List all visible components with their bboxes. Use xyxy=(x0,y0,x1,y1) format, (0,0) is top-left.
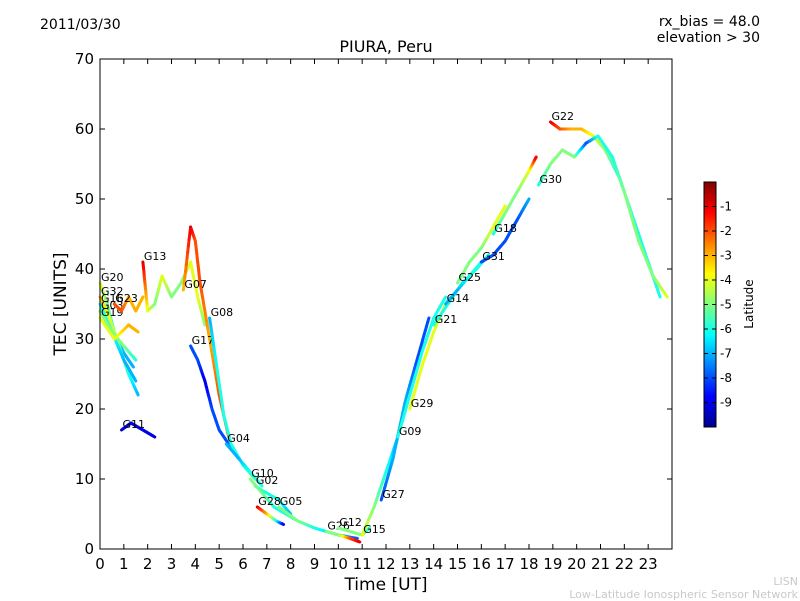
satellite-label: G12 xyxy=(339,516,362,529)
x-tick-label: 4 xyxy=(191,555,201,573)
x-tick-label: 21 xyxy=(591,555,610,573)
satellite-label: G15 xyxy=(363,523,386,536)
series-g30: G30 xyxy=(539,136,668,297)
x-tick-label: 7 xyxy=(262,555,272,573)
colorbar-tick-label: -8 xyxy=(720,371,732,385)
series-segment xyxy=(135,359,136,360)
x-tick-label: 19 xyxy=(543,555,562,573)
series-segment xyxy=(142,297,143,298)
x-tick-label: 15 xyxy=(448,555,467,573)
satellite-label: G18 xyxy=(494,222,517,235)
y-tick-label: 30 xyxy=(75,330,94,348)
satellite-label: G21 xyxy=(435,313,458,326)
series-segment xyxy=(135,379,136,381)
series-segment xyxy=(154,436,155,437)
x-axis-label: Time [UT] xyxy=(343,575,427,595)
series-segment xyxy=(137,331,138,332)
x-tick-label: 8 xyxy=(286,555,296,573)
colorbar-tick-label: -5 xyxy=(720,298,732,312)
satellite-label: G05 xyxy=(280,495,303,508)
colorbar-tick-label: -3 xyxy=(720,249,732,263)
x-tick-label: 12 xyxy=(376,555,395,573)
satellite-label: G08 xyxy=(211,306,234,319)
x-tick-label: 13 xyxy=(400,555,419,573)
series-segment xyxy=(444,297,445,299)
x-tick-label: 10 xyxy=(329,555,348,573)
series-segment xyxy=(528,199,529,201)
series-segment xyxy=(204,322,205,325)
series-g22: G22 xyxy=(551,110,661,297)
x-tick-label: 18 xyxy=(519,555,538,573)
satellite-label: G22 xyxy=(552,110,575,123)
y-tick-label: 60 xyxy=(75,120,94,138)
series-segment xyxy=(535,157,536,158)
watermark-line2: Low-Latitude Ionospheric Sensor Network xyxy=(569,588,798,601)
x-tick-label: 5 xyxy=(214,555,224,573)
satellite-label: G25 xyxy=(459,271,482,284)
series-segment xyxy=(137,393,138,395)
satellite-label: G09 xyxy=(399,425,422,438)
colorbar-tick-label: -9 xyxy=(720,396,732,410)
satellite-label: G14 xyxy=(447,292,470,305)
colorbar-tick-label: -7 xyxy=(720,347,732,361)
satellite-label: G23 xyxy=(115,292,138,305)
satellite-label: G28 xyxy=(258,495,281,508)
x-tick-label: 22 xyxy=(615,555,634,573)
satellite-label: G11 xyxy=(123,418,146,431)
series-g18: G18 xyxy=(493,157,536,235)
x-tick-label: 2 xyxy=(143,555,153,573)
colorbar-tick-label: -6 xyxy=(720,322,732,336)
series-segment xyxy=(132,366,133,367)
x-tick-label: 1 xyxy=(119,555,129,573)
colorbar-tick-label: -4 xyxy=(720,273,732,287)
satellite-label: G29 xyxy=(411,397,434,410)
watermark: LISN Low-Latitude Ionospheric Sensor Net… xyxy=(569,575,798,601)
x-tick-label: 3 xyxy=(167,555,177,573)
y-tick-label: 10 xyxy=(75,470,94,488)
x-tick-label: 17 xyxy=(496,555,515,573)
satellite-label: G04 xyxy=(227,432,250,445)
x-tick-label: 16 xyxy=(472,555,491,573)
series-g15: G15 xyxy=(362,437,398,536)
x-tick-label: 14 xyxy=(424,555,443,573)
satellite-label: G31 xyxy=(482,250,505,263)
series-g29: G29 xyxy=(410,290,458,410)
satellite-label: G13 xyxy=(144,250,167,263)
y-tick-label: 20 xyxy=(75,400,94,418)
x-tick-label: 11 xyxy=(353,555,372,573)
x-tick-label: 23 xyxy=(639,555,658,573)
y-tick-label: 0 xyxy=(84,540,94,558)
plot-data-layer: G20G32G16G03G19G23G11G13G07G17G08G04G10G… xyxy=(100,110,667,542)
series-g11: G11 xyxy=(122,418,155,437)
satellite-label: G02 xyxy=(256,474,279,487)
x-tick-label: 20 xyxy=(567,555,586,573)
satellite-label: G07 xyxy=(184,278,207,291)
y-tick-label: 50 xyxy=(75,190,94,208)
satellite-label: G30 xyxy=(540,173,563,186)
watermark-line1: LISN xyxy=(569,575,798,588)
satellite-label: G20 xyxy=(101,271,124,284)
series-g21: G21 xyxy=(434,255,489,326)
colorbar-tick-label: -2 xyxy=(720,224,732,238)
colorbar-tick-label: -1 xyxy=(720,200,732,214)
x-tick-label: 0 xyxy=(95,555,105,573)
satellite-label: G27 xyxy=(382,488,405,501)
series-segment xyxy=(659,294,660,298)
x-tick-label: 6 xyxy=(238,555,248,573)
series-segment xyxy=(428,318,429,322)
y-tick-label: 40 xyxy=(75,260,94,278)
y-axis-label: TEC [UNITS] xyxy=(51,252,71,356)
x-tick-label: 9 xyxy=(310,555,320,573)
series-g23: G23 xyxy=(114,292,143,311)
colorbar-label: Latitude xyxy=(742,279,756,328)
series-segment xyxy=(666,295,667,297)
series-segment xyxy=(504,206,505,208)
y-tick-label: 70 xyxy=(75,50,94,68)
series-g25: G25 xyxy=(458,206,506,284)
